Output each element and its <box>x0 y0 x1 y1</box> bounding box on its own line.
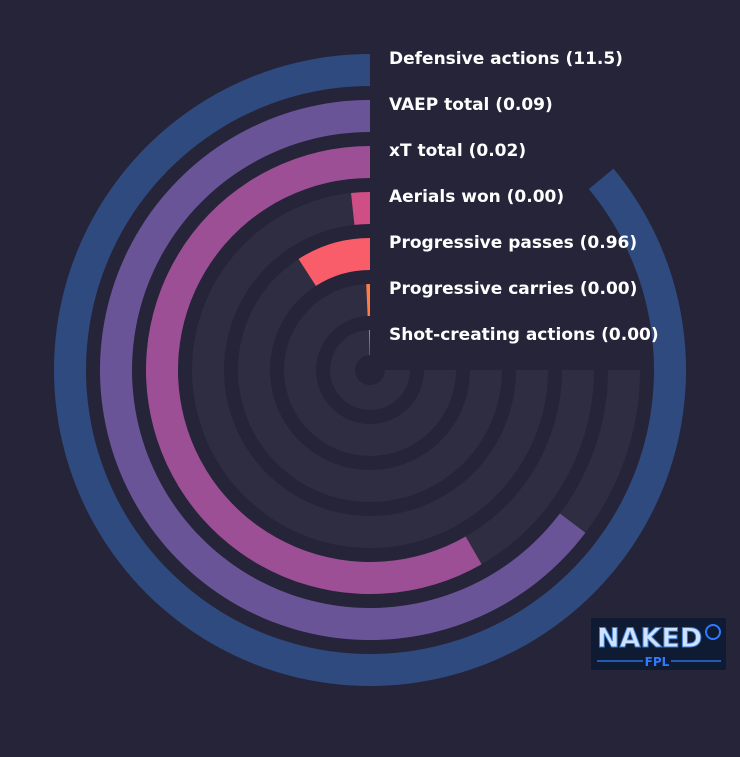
label-progressive-carries: Progressive carries (0.00) <box>389 279 637 299</box>
label-aerials-won: Aerials won (0.00) <box>389 187 564 207</box>
naked-fpl-logo: NAKED FPL <box>591 618 726 670</box>
label-progressive-passes: Progressive passes (0.96) <box>389 233 637 253</box>
label-xt-total: xT total (0.02) <box>389 141 526 161</box>
bar-xt-total <box>146 146 482 594</box>
track-progressive-carries <box>284 284 456 456</box>
label-vaep-total: VAEP total (0.09) <box>389 95 553 115</box>
logo-sub: FPL <box>645 655 670 669</box>
label-shot-creating-actions: Shot-creating actions (0.00) <box>389 325 659 345</box>
bar-progressive-passes <box>298 238 370 286</box>
bar-shot-creating-actions <box>369 330 370 363</box>
skull-icon <box>705 624 721 640</box>
label-defensive-actions: Defensive actions (11.5) <box>389 49 623 69</box>
track-shot-creating-actions <box>330 330 410 410</box>
logo-word: NAKED <box>597 623 702 654</box>
bar-aerials-won <box>351 192 370 225</box>
chart-hub <box>355 355 385 385</box>
bar-progressive-carries <box>366 284 370 317</box>
